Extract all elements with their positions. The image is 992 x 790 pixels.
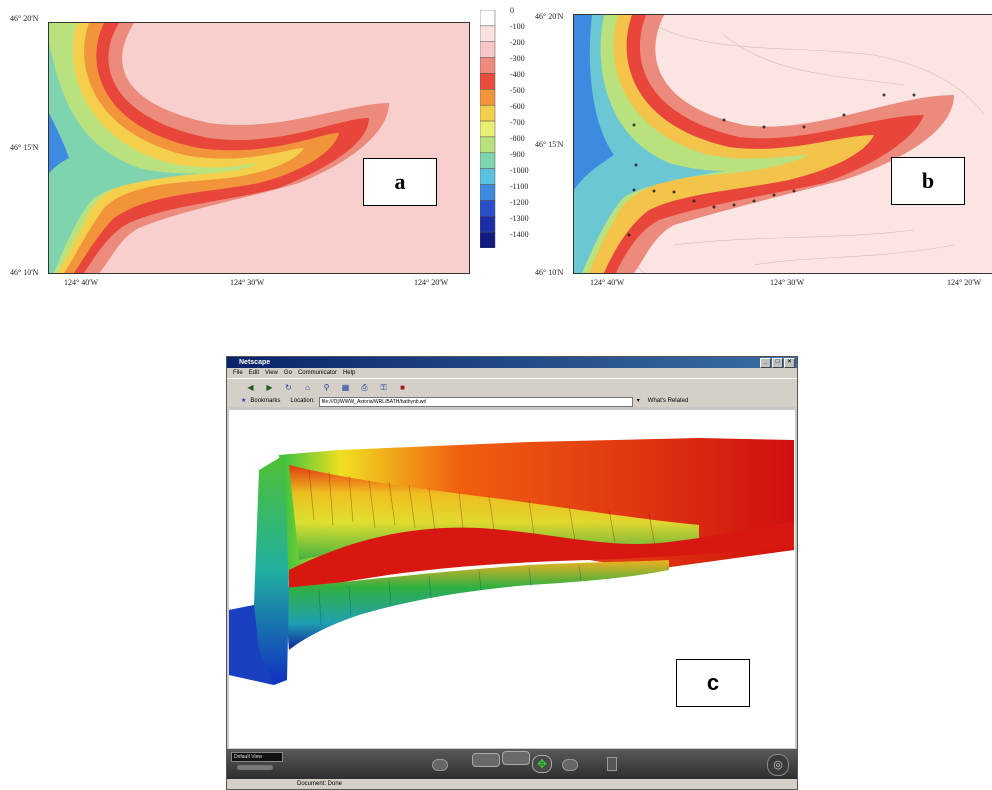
home-icon[interactable]: ⌂ [305,383,310,392]
straighten-button[interactable] [607,757,617,771]
walk-button[interactable] [432,759,448,771]
close-button[interactable]: × [784,358,795,368]
legend-value: -1200 [510,198,529,207]
menu-view[interactable]: View [265,370,278,376]
legend-value: 0 [510,6,514,15]
bathymetry-contours-a [49,23,469,273]
colorbar-swatch [480,57,496,74]
legend-value: -700 [510,118,525,127]
cosmo-logo-icon: ◎ [767,754,789,776]
legend-value: -900 [510,150,525,159]
pan-button[interactable] [472,753,500,767]
vrml-3d-viewport[interactable]: c [229,410,795,748]
legend-value: -800 [510,134,525,143]
lon-label-right: 124° 20'W [414,278,449,287]
colorbar-swatch [480,10,496,27]
menu-help[interactable]: Help [342,370,356,376]
lat-label-mid: 46° 15'N [535,140,564,149]
legend-value: -1000 [510,166,529,175]
window-title: Netscape [239,359,271,366]
navigation-toolbar: ◀ ▶ ↻ ⌂ ⚲ ▦ ⎙ ⚿ ■ [227,378,797,396]
colorbar-swatch [480,231,496,248]
netscape-icon[interactable]: ▦ [341,383,350,392]
search-icon[interactable]: ⚲ [323,383,330,392]
legend-value: -300 [510,54,525,63]
panel-label-a: a [363,158,437,206]
maximize-button[interactable]: □ [772,358,783,368]
legend-value: -400 [510,70,525,79]
lon-label-left: 124° 40'W [64,278,99,287]
bathymetry-surface-b [574,15,992,273]
menu-edit[interactable]: Edit [248,370,260,376]
bookmarks-icon[interactable]: ★ [241,398,247,404]
minimize-button[interactable]: _ [760,358,771,368]
forward-icon[interactable]: ▶ [266,383,273,392]
print-icon[interactable]: ⎙ [361,383,368,392]
lat-label-bottom: 46° 10'N [10,268,39,277]
bathymetry-map-b: b [573,14,992,274]
lat-label-bottom: 46° 10'N [535,268,564,277]
depth-colorbar [480,10,496,248]
status-text: Document: Done [297,781,343,787]
legend-value: -200 [510,38,525,47]
viewpoint-slider[interactable] [237,765,273,770]
bookmarks-button[interactable]: Bookmarks [250,398,281,404]
legend-value: -600 [510,102,525,111]
location-input[interactable]: file:///D|/WWW_Astoria/WRL/BATH/bathynb.… [318,396,633,407]
menu-bar: File Edit View Go Communicator Help [227,368,797,378]
reload-icon[interactable]: ↻ [285,383,292,392]
security-icon[interactable]: ⚿ [380,383,387,392]
colorbar-swatch [480,200,496,217]
lon-label-mid: 124° 30'W [770,278,805,287]
colorbar-swatch [480,136,496,154]
colorbar-swatch [480,168,496,185]
back-icon[interactable]: ◀ [247,383,254,392]
colorbar-swatch [480,89,496,106]
legend-value: -100 [510,22,525,31]
colorbar-swatch [480,184,496,201]
colorbar-swatch [480,41,496,58]
lat-label-top: 46° 20'N [535,12,564,21]
stop-icon[interactable]: ■ [400,383,405,392]
lat-label-mid: 46° 15'N [10,143,39,152]
lon-label-mid: 124° 30'W [230,278,265,287]
lon-label-right: 124° 20'W [947,278,982,287]
turn-button[interactable] [502,751,530,765]
vrml-navigation-console: Default View ✥ ◎ [227,749,797,779]
menu-file[interactable]: File [233,370,243,376]
viewpoint-selector[interactable]: Default View [231,752,283,762]
colorbar-swatch [480,73,496,90]
lat-label-top: 46° 20'N [10,14,39,23]
legend-value: -1400 [510,230,529,239]
status-bar: Document: Done [227,779,797,789]
colorbar-swatch [480,216,496,233]
window-title-bar: Netscape _ □ × [227,357,797,368]
colorbar-swatch [480,104,496,122]
location-label: Location: [290,398,315,404]
colorbar-swatch [480,120,496,138]
legend-value: -1300 [510,214,529,223]
colorbar-swatch [480,152,496,169]
netscape-window: Netscape _ □ × File Edit View Go Communi… [226,356,798,790]
bathymetry-map-a: a [48,22,470,274]
whats-related-button[interactable]: What's Related [647,398,689,404]
location-bar: ★ Bookmarks Location: file:///D|/WWW_Ast… [227,396,797,407]
lon-label-left: 124° 40'W [590,278,625,287]
dropdown-icon[interactable]: ▾ [636,398,640,404]
bathymetry-3d-surface [229,438,794,685]
colorbar-swatch [480,25,496,42]
menu-communicator[interactable]: Communicator [297,370,337,376]
zoom-button[interactable] [562,759,578,771]
panel-label-b: b [891,157,965,205]
legend-value: -1100 [510,182,529,191]
legend-value: -500 [510,86,525,95]
panel-label-c: c [676,659,750,707]
move-icon[interactable]: ✥ [532,755,552,773]
menu-go[interactable]: Go [283,370,292,376]
